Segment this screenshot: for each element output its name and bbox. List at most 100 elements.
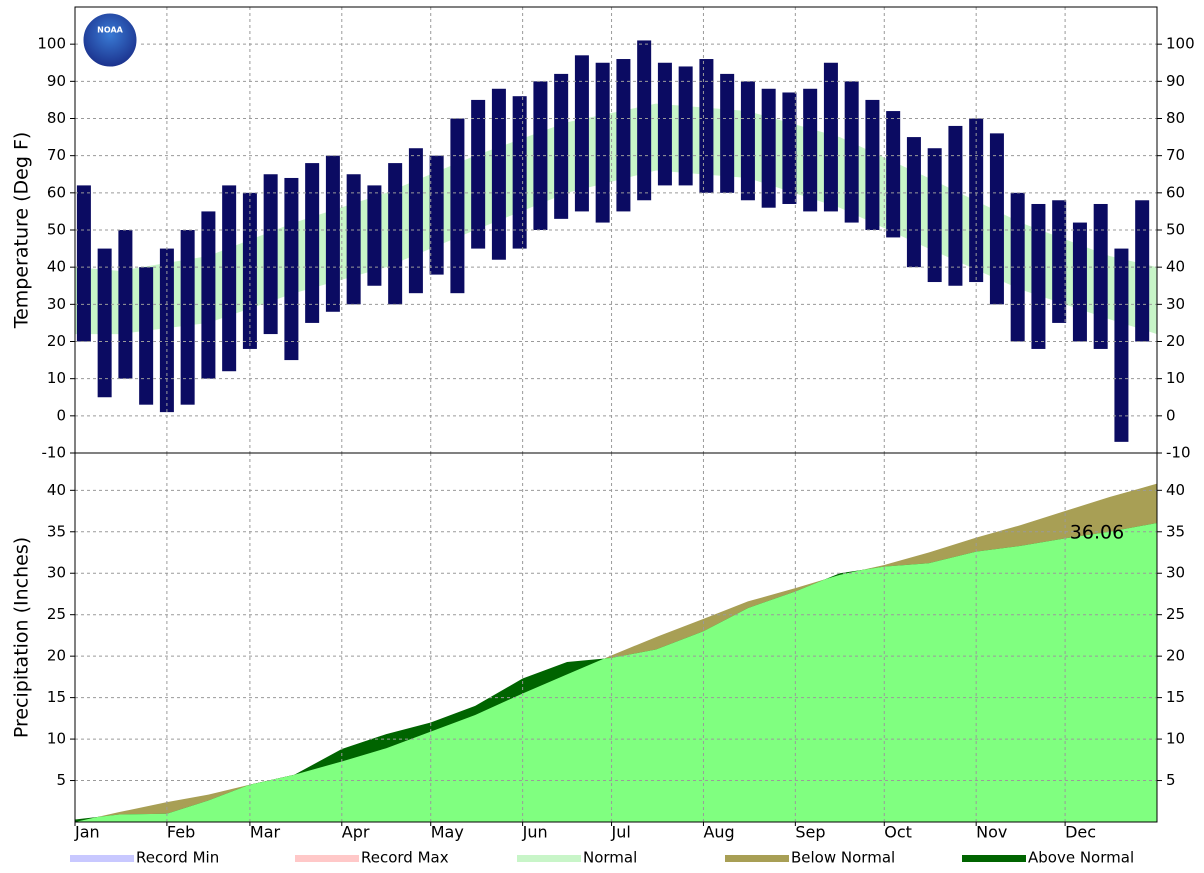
y-tick-label: 35 xyxy=(47,522,66,540)
temperature-range xyxy=(159,248,174,413)
temperature-range xyxy=(699,59,714,193)
x-tick-label: Sep xyxy=(795,823,825,842)
y-tick-label: 0 xyxy=(56,406,66,424)
grid-layer xyxy=(75,7,1157,453)
y-tick-label: 40 xyxy=(47,258,66,276)
y-tick-label: 90 xyxy=(1166,72,1185,90)
temperature-range xyxy=(201,211,216,379)
y-tick-label: 100 xyxy=(37,35,66,53)
temperature-range xyxy=(886,111,901,238)
x-tick-label: Aug xyxy=(703,823,734,842)
y-tick-label: 50 xyxy=(47,221,66,239)
temperature-range xyxy=(408,148,423,294)
temperature-range xyxy=(242,192,257,349)
temperature-range xyxy=(1072,222,1087,342)
temperature-range xyxy=(429,155,444,275)
data-layer xyxy=(75,40,1157,442)
x-tick-label: Dec xyxy=(1065,823,1096,842)
y-tick-label: 35 xyxy=(1166,522,1185,540)
y-tick-label: 30 xyxy=(47,295,66,313)
x-tick-label: Jun xyxy=(522,823,548,842)
y-tick-label: 0 xyxy=(1166,406,1176,424)
temperature-range xyxy=(865,99,880,231)
temperature-range xyxy=(512,96,527,249)
panel: 36.06 5 5 10 10 15 15 20 20 25 25 30 30 35 35 40 40 Jan Fe… xyxy=(11,452,1185,842)
total-label: 36.06 xyxy=(1070,521,1124,543)
x-tick-label: Jul xyxy=(611,823,631,842)
actual-precip-area xyxy=(75,522,1157,822)
temperature-range xyxy=(1135,200,1150,342)
logo xyxy=(80,10,140,70)
temperature-range xyxy=(263,174,278,335)
y-tick-label: 100 xyxy=(1166,35,1195,53)
y-tick-label: 25 xyxy=(1166,605,1185,623)
x-tick-label: Apr xyxy=(342,823,370,842)
temperature-range xyxy=(1093,203,1108,349)
temperature-range xyxy=(740,81,755,201)
y-tick-label: 20 xyxy=(47,332,66,350)
grid-layer xyxy=(75,453,1157,822)
y-tick-label: 60 xyxy=(1166,183,1185,201)
plot-frame xyxy=(74,452,1158,823)
temperature-range xyxy=(844,81,859,223)
temperature-range xyxy=(616,59,631,212)
temperature-range xyxy=(906,137,921,268)
y-tick-label: 5 xyxy=(1166,771,1176,789)
temperature-range xyxy=(222,185,237,372)
temperature-range xyxy=(989,133,1004,305)
legend-swatch xyxy=(295,855,359,862)
data-layer xyxy=(75,483,1157,822)
temperature-range xyxy=(139,267,154,405)
temperature-range xyxy=(948,125,963,286)
temperature-range xyxy=(927,148,942,283)
temperature-range xyxy=(1114,248,1129,442)
x-tick-label: Feb xyxy=(167,823,195,842)
y-tick-label: 80 xyxy=(1166,109,1185,127)
y-tick-label: 10 xyxy=(1166,369,1185,387)
y-tick-label: 40 xyxy=(47,481,66,499)
temperature-range xyxy=(471,99,486,249)
temperature-range xyxy=(180,230,195,405)
y-tick-label: 25 xyxy=(47,605,66,623)
legend-label: Record Min xyxy=(136,849,219,867)
x-tick-label: Nov xyxy=(976,823,1007,842)
temperature-range xyxy=(450,118,465,294)
temperature-range xyxy=(595,62,610,223)
y-tick-label: 70 xyxy=(47,146,66,164)
legend-swatch xyxy=(962,855,1026,862)
temperature-range xyxy=(388,163,403,305)
y-axis-label: Precipitation (Inches) xyxy=(11,537,33,738)
y-tick-label: 20 xyxy=(1166,332,1185,350)
y-tick-label: 20 xyxy=(47,647,66,665)
y-tick-label: 10 xyxy=(47,730,66,748)
y-tick-label: 90 xyxy=(47,72,66,90)
temperature-range xyxy=(305,163,320,323)
legend-label: Above Normal xyxy=(1028,849,1134,867)
temperature-range xyxy=(97,248,112,398)
legend-swatch xyxy=(70,855,134,862)
y-tick-label: 40 xyxy=(1166,258,1185,276)
legend-swatch xyxy=(725,855,789,862)
temperature-range xyxy=(76,185,91,342)
y-tick-label: 70 xyxy=(1166,146,1185,164)
legend-label: Below Normal xyxy=(791,849,895,867)
temperature-range xyxy=(823,62,838,212)
temperature-range xyxy=(657,62,672,186)
y-tick-label: 40 xyxy=(1166,481,1185,499)
y-tick-label: 5 xyxy=(56,771,66,789)
temperature-range xyxy=(720,73,735,193)
y-tick-label: 80 xyxy=(47,109,66,127)
temperature-range xyxy=(346,174,361,305)
temperature-range xyxy=(803,88,818,212)
temperature-range xyxy=(325,155,340,312)
temperature-range xyxy=(637,40,652,201)
y-tick-label: 30 xyxy=(47,564,66,582)
x-tick-label: Oct xyxy=(884,823,912,842)
temperature-range xyxy=(574,55,589,212)
y-tick-label: 60 xyxy=(47,183,66,201)
temperature-range xyxy=(554,73,569,219)
y-tick-label: 20 xyxy=(1166,647,1185,665)
temperature-range xyxy=(367,185,382,286)
temperature-range xyxy=(678,66,693,186)
